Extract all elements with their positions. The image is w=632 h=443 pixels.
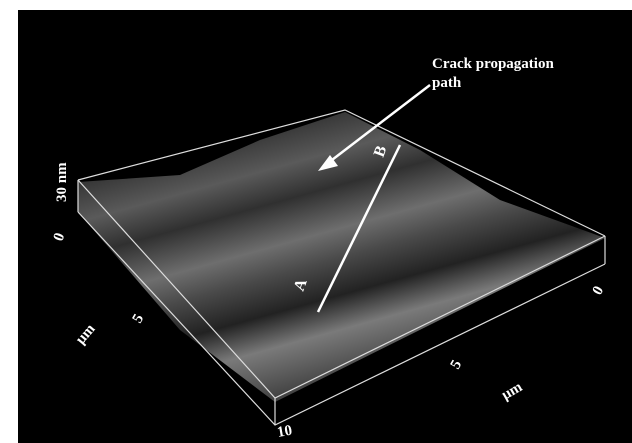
annotation-line: Crack propagation bbox=[432, 56, 554, 72]
z-axis-label: 30 nm bbox=[54, 162, 70, 202]
arrows bbox=[316, 84, 431, 313]
surface bbox=[78, 112, 605, 402]
axis-label: 10 bbox=[276, 423, 294, 441]
annotation-line: path bbox=[432, 75, 462, 91]
box-frame bbox=[77, 109, 606, 426]
